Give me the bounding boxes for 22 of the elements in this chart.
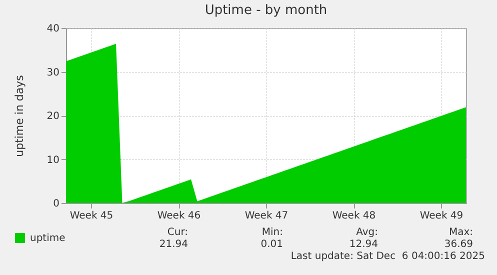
text: 21.94 (159, 239, 188, 251)
text: Max: (448, 227, 473, 239)
x-tick-label: Week 49 (420, 210, 464, 222)
chart-title: Uptime - by month (204, 3, 328, 18)
text: 0.01 (260, 239, 283, 251)
x-tick-label: Week 46 (157, 210, 201, 222)
y-tick-label: 20 (46, 111, 60, 122)
text: Last update: Sat Dec 6 04:00:16 2025 (290, 251, 485, 263)
y-tick-label: 0 (53, 198, 60, 210)
text: 36.69 (444, 239, 473, 251)
x-tick-label: Week 48 (332, 210, 376, 222)
legend-label: uptime (30, 233, 66, 244)
y-tick-label: 30 (46, 67, 60, 78)
text: Avg: (356, 227, 378, 239)
text: Min: (262, 227, 283, 239)
x-tick-label: Week 47 (244, 210, 288, 222)
x-tick-label: Week 45 (70, 210, 114, 222)
y-tick-label: 10 (46, 154, 60, 166)
y-tick-label: 40 (46, 24, 60, 34)
text: Cur: (167, 227, 188, 239)
text: 12.94 (349, 239, 378, 251)
y-axis-title: uptime in days (12, 74, 26, 157)
